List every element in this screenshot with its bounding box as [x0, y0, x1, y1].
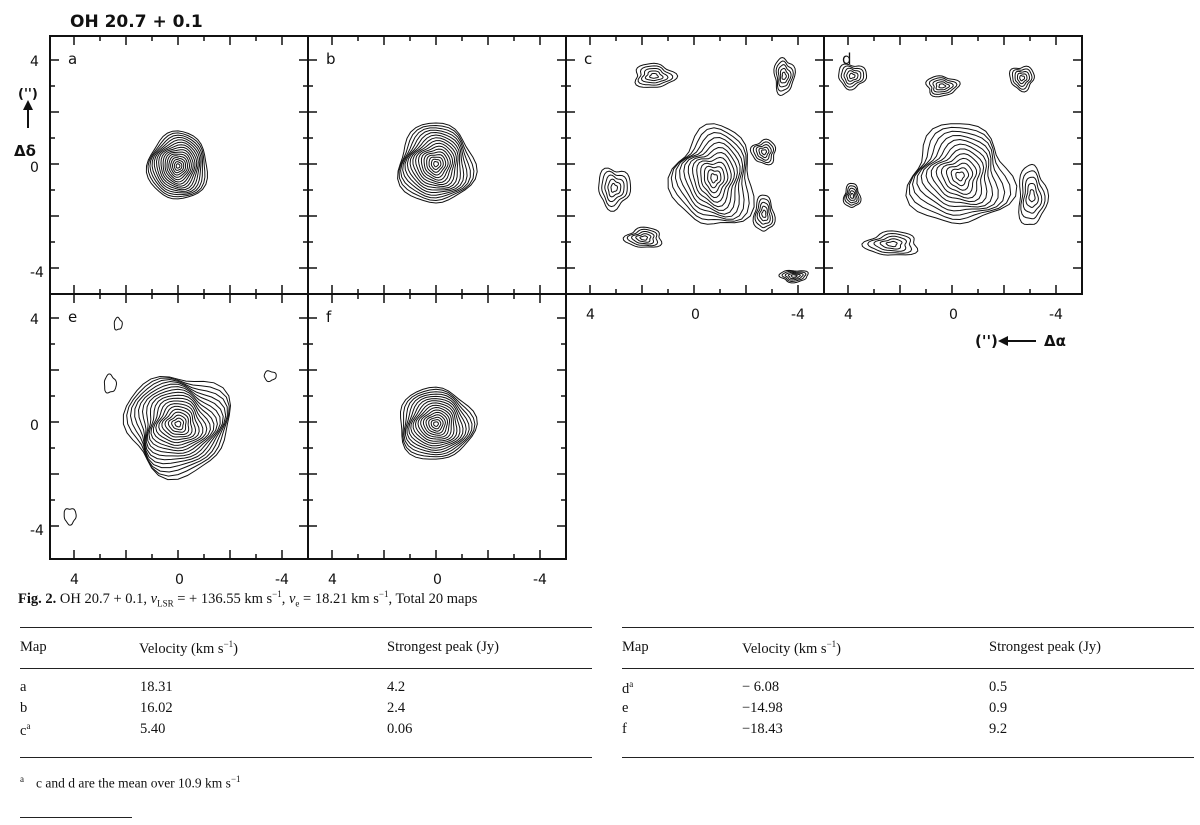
right-table-velocity-cell: −18.43: [742, 721, 783, 737]
header-peak: Strongest peak (Jy): [387, 639, 499, 655]
up-arrow-icon: [23, 100, 33, 128]
header-velocity: Velocity (km s−1): [742, 639, 841, 657]
panel-e: e: [49, 293, 309, 560]
panel-f: f: [307, 293, 567, 560]
left-table-map-cell: b: [20, 700, 28, 716]
left-table-map-cell: a: [20, 679, 27, 695]
x-tick-label: -4: [533, 572, 547, 585]
caption-exp-2: −1: [378, 589, 389, 599]
panel-label: c: [584, 50, 592, 68]
header-map: Map: [20, 639, 47, 655]
panel-c: c: [565, 35, 825, 295]
x-tick-label: -4: [791, 307, 805, 323]
panel-d: d: [823, 35, 1083, 295]
x-tick-label: 4: [70, 572, 79, 585]
x-tick-label: 4: [844, 307, 853, 323]
panel-label: d: [842, 50, 852, 68]
x-tick-label: -4: [275, 572, 289, 585]
x-tick-label: 0: [691, 307, 700, 323]
y-tick-label: 0: [30, 418, 39, 434]
header-map: Map: [622, 639, 649, 655]
dec-unit-label: (''): [18, 87, 38, 102]
panel-b: b: [307, 35, 567, 295]
dec-axis-label: Δδ: [14, 142, 36, 160]
left-table-velocity-cell: 16.02: [140, 700, 173, 716]
figure-title: OH 20.7 + 0.1: [70, 12, 203, 32]
panel-label: f: [326, 308, 332, 326]
right-table-map-cell: f: [622, 721, 627, 737]
y-tick-label: -4: [30, 265, 44, 281]
right-table-velocity-cell: −14.98: [742, 700, 783, 716]
y-tick-label: -4: [30, 523, 44, 539]
caption-ve-value: = 18.21 km s: [303, 590, 379, 607]
x-tick-label: 4: [328, 572, 337, 585]
table-footnote: a c and d are the mean over 10.9 km s−1: [20, 774, 253, 792]
ra-unit-label: (''): [975, 332, 998, 350]
panel-label: b: [326, 50, 336, 68]
table-right: Map Velocity (km s−1) Strongest peak (Jy…: [622, 627, 1194, 762]
x-tick-label: 0: [175, 572, 184, 585]
footnote-exp: −1: [230, 774, 241, 784]
left-table-velocity-cell: 18.31: [140, 679, 173, 695]
right-table-peak-cell: 9.2: [989, 721, 1008, 737]
left-arrow-icon: [998, 336, 1036, 346]
caption-fig-label: Fig. 2.: [18, 590, 57, 607]
header-velocity: Velocity (km s−1): [139, 639, 238, 657]
y-tick-label: 0: [30, 160, 39, 176]
contour-map-figure: OH 20.7 + 0.1 a b c d e f 4 0 -4 4 0 -4 4 0 -4 4 0 -4 4 0 -4…: [14, 12, 1083, 585]
y-tick-label: 4: [30, 312, 39, 328]
panel-label: a: [68, 50, 77, 68]
left-table-peak-cell: 2.4: [387, 700, 406, 716]
right-table-peak-cell: 0.5: [989, 679, 1008, 695]
panel-a: a: [49, 35, 309, 295]
caption-source: OH 20.7 + 0.1,: [59, 590, 148, 607]
right-table-map-cell: e: [622, 700, 629, 716]
ra-axis-label: Δα: [1044, 332, 1066, 350]
left-table-peak-cell: 4.2: [387, 679, 406, 695]
y-tick-label: 4: [30, 54, 39, 70]
x-tick-label: 4: [586, 307, 595, 323]
left-table-velocity-cell: 5.40: [140, 721, 166, 737]
left-table-map-cell: ca: [20, 721, 31, 739]
right-table-map-cell: da: [622, 679, 634, 697]
caption-exp-1: −1: [272, 589, 282, 599]
figure-caption: Fig. 2. OH 20.7 + 0.1, vLSR = + 136.55 k…: [18, 589, 478, 609]
x-tick-label: 0: [433, 572, 442, 585]
panel-label: e: [68, 308, 77, 326]
header-peak: Strongest peak (Jy): [989, 639, 1101, 655]
x-tick-label: -4: [1049, 307, 1063, 323]
caption-vlsr-sub: LSR: [157, 598, 174, 609]
right-table-peak-cell: 0.9: [989, 700, 1008, 716]
right-table-velocity-cell: − 6.08: [742, 679, 780, 695]
caption-ve-sub: e: [295, 598, 300, 609]
caption-ve-symbol: v: [288, 590, 296, 607]
footnote-text: c and d are the mean over 10.9 km s: [36, 775, 231, 791]
left-table-peak-cell: 0.06: [387, 721, 413, 737]
x-tick-label: 0: [949, 307, 958, 323]
caption-vlsr-value: = + 136.55 km s: [177, 590, 273, 607]
footnote-rule: [20, 817, 132, 818]
caption-tail: , Total 20 maps: [388, 590, 478, 607]
table-left: Map Velocity (km s−1) Strongest peak (Jy…: [20, 627, 592, 762]
caption-vlsr-symbol: v: [150, 590, 158, 607]
footnote-marker: a: [20, 774, 24, 784]
